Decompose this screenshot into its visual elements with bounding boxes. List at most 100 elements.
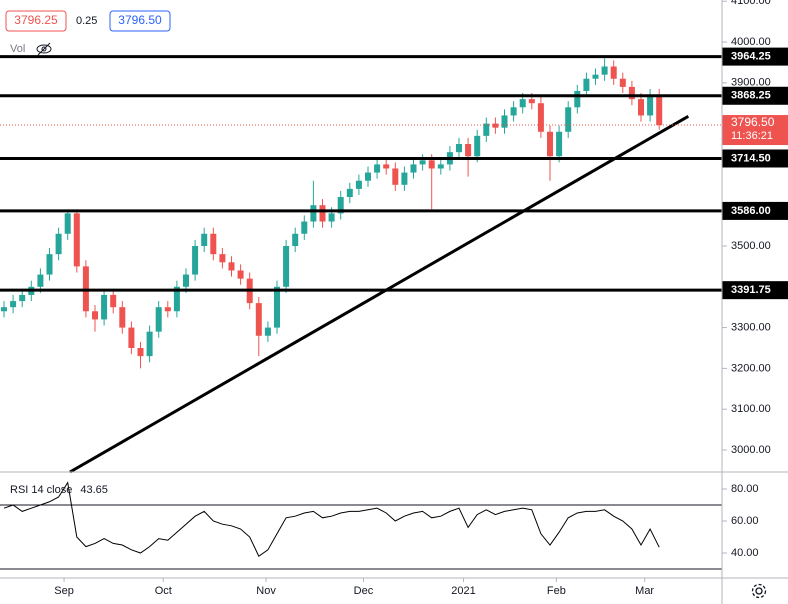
candle-body bbox=[319, 205, 326, 222]
candle-body bbox=[428, 160, 435, 169]
candle-body bbox=[501, 115, 508, 128]
candle-body bbox=[283, 245, 290, 287]
candle-body bbox=[155, 307, 162, 332]
y-tick-label: 3200.00 bbox=[731, 362, 771, 374]
candle-body bbox=[656, 95, 663, 126]
candle-body bbox=[647, 95, 654, 116]
candle-body bbox=[73, 213, 80, 267]
level-tag bbox=[722, 47, 788, 66]
volume-label: Vol bbox=[10, 43, 25, 55]
candle-body bbox=[383, 164, 390, 169]
candle-body bbox=[419, 160, 426, 165]
candle-body bbox=[292, 233, 299, 246]
candle-body bbox=[365, 172, 371, 181]
trendline bbox=[69, 114, 690, 474]
y-tick-label: 3500.00 bbox=[731, 240, 771, 252]
level-label: 3714.50 bbox=[731, 152, 771, 164]
x-tick-label: Dec bbox=[354, 585, 374, 597]
hide-icon[interactable] bbox=[36, 42, 52, 56]
candle-body bbox=[146, 331, 153, 357]
last-price-tag bbox=[722, 115, 788, 146]
x-tick-label: Sep bbox=[54, 585, 74, 597]
candle-body bbox=[255, 303, 262, 336]
bid-box[interactable] bbox=[5, 10, 67, 32]
candle-body bbox=[237, 270, 244, 279]
rsi-value: 43.65 bbox=[80, 484, 108, 496]
candle-body bbox=[110, 294, 117, 308]
candle-body bbox=[547, 131, 553, 157]
y-tick-label: 3900.00 bbox=[731, 77, 771, 89]
last-price-label: 3796.50 bbox=[731, 115, 775, 129]
candle-body bbox=[264, 327, 271, 336]
candle-body bbox=[183, 274, 189, 287]
x-tick-label: Oct bbox=[155, 585, 172, 597]
candle-body bbox=[55, 233, 62, 255]
candle-body bbox=[592, 74, 599, 79]
candle-body bbox=[574, 90, 581, 108]
y-tick-label: 4100.00 bbox=[731, 0, 771, 7]
candle-body bbox=[10, 301, 17, 308]
level-tag bbox=[722, 201, 788, 220]
candle-body bbox=[474, 135, 481, 157]
candle-body bbox=[219, 254, 226, 263]
candle-body bbox=[37, 274, 44, 287]
candle-body bbox=[310, 205, 317, 222]
candle-body bbox=[274, 286, 280, 328]
candle-body bbox=[465, 144, 472, 157]
candle-body bbox=[210, 233, 217, 255]
candle-body bbox=[583, 78, 590, 91]
candle-body bbox=[328, 213, 335, 222]
candle-body bbox=[46, 254, 53, 275]
x-tick-label: 2021 bbox=[451, 585, 475, 597]
rsi-tick-label: 80.00 bbox=[731, 483, 759, 495]
level-tag bbox=[722, 86, 788, 105]
candle-body bbox=[638, 99, 644, 116]
candle-body bbox=[173, 286, 180, 312]
settings-icon[interactable] bbox=[751, 583, 767, 599]
candle-body bbox=[337, 197, 344, 214]
level-label: 3586.00 bbox=[731, 205, 771, 217]
candle-body bbox=[164, 307, 171, 312]
candle-body bbox=[410, 164, 417, 173]
candle-body bbox=[137, 347, 144, 357]
y-tick-label: 3100.00 bbox=[731, 403, 771, 415]
level-tag bbox=[722, 149, 788, 168]
y-tick-label: 3300.00 bbox=[731, 321, 771, 333]
level-label: 3964.25 bbox=[731, 51, 771, 63]
candle-body bbox=[346, 188, 353, 198]
x-tick-label: Feb bbox=[547, 585, 566, 597]
candle-body bbox=[64, 213, 71, 234]
candle-body bbox=[619, 78, 626, 87]
candle-body bbox=[128, 327, 135, 348]
candle-body bbox=[355, 180, 362, 189]
rsi-line bbox=[3, 481, 660, 557]
ask-price: 3796.50 bbox=[118, 13, 162, 27]
x-tick-label: Nov bbox=[256, 585, 276, 597]
candle-body bbox=[401, 172, 408, 185]
candle-body bbox=[492, 123, 499, 128]
candle-body bbox=[374, 164, 381, 173]
candle-body bbox=[510, 107, 517, 116]
candle-body bbox=[456, 144, 462, 153]
candle-body bbox=[392, 168, 399, 185]
countdown: 11:36:21 bbox=[731, 130, 773, 142]
level-label: 3868.25 bbox=[731, 90, 771, 102]
candle-body bbox=[119, 307, 126, 328]
candle-body bbox=[601, 66, 608, 75]
candle-body bbox=[228, 262, 235, 271]
candle-body bbox=[192, 245, 199, 275]
ask-box[interactable] bbox=[109, 10, 171, 32]
rsi-label: RSI 14 close bbox=[10, 484, 72, 496]
candle-body bbox=[483, 123, 490, 136]
spread: 0.25 bbox=[76, 15, 97, 27]
level-label: 3391.75 bbox=[731, 284, 771, 296]
candle-body bbox=[1, 307, 7, 312]
candle-body bbox=[628, 86, 635, 100]
candle-body bbox=[537, 103, 544, 132]
candle-body bbox=[92, 311, 98, 320]
candle-body bbox=[556, 131, 563, 157]
candle-body bbox=[565, 107, 572, 132]
y-tick-label: 4000.00 bbox=[731, 36, 771, 48]
